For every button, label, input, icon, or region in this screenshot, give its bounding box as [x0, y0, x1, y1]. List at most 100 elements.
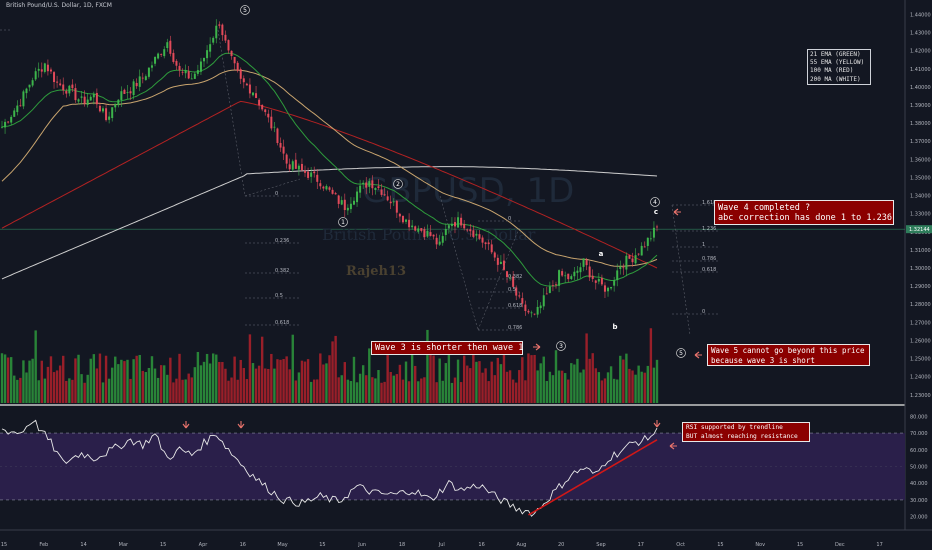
- volume-bar: [303, 361, 307, 403]
- volume-bar: [417, 381, 420, 403]
- volume-bar: [264, 368, 267, 403]
- volume-bar: [496, 357, 500, 403]
- candle-body: [178, 65, 181, 71]
- volume-bar: [37, 380, 40, 403]
- candle-body: [610, 286, 613, 289]
- price-tick-label: 1.34000: [910, 194, 931, 200]
- volume-bar: [221, 362, 224, 403]
- candle-body: [199, 61, 202, 72]
- time-tick-label: May: [277, 542, 287, 548]
- volume-bar: [622, 359, 625, 403]
- volume-bar: [319, 353, 322, 403]
- volume-bar: [377, 370, 380, 403]
- candle-body: [591, 275, 594, 279]
- candle-body: [74, 88, 77, 101]
- fib-connector: [244, 178, 301, 197]
- volume-bar: [156, 377, 160, 403]
- volume-bar: [16, 379, 19, 403]
- candle-body: [561, 271, 564, 276]
- volume-bar: [138, 354, 141, 403]
- volume-bar: [649, 328, 653, 403]
- candle-body: [487, 242, 490, 245]
- arrow-icon: [673, 208, 681, 216]
- volume-bar: [365, 375, 368, 403]
- candle-body: [579, 267, 582, 273]
- wave-label: 5: [679, 350, 683, 357]
- candle-body: [389, 201, 392, 204]
- rsi-line: [1, 419, 658, 517]
- volume-bar: [218, 361, 221, 403]
- volume-bar: [371, 377, 374, 403]
- candle-body: [147, 67, 150, 77]
- volume-bar: [208, 363, 212, 403]
- volume-bar: [184, 379, 187, 403]
- candle-body: [426, 230, 429, 237]
- volume-bar: [199, 365, 203, 403]
- candle-body: [105, 108, 108, 121]
- volume-bar: [472, 352, 475, 403]
- price-tick-label: 1.29000: [910, 284, 931, 290]
- candle-body: [135, 82, 138, 87]
- volume-bar: [144, 372, 148, 403]
- candle-body: [37, 68, 40, 71]
- candle-body: [429, 232, 432, 236]
- volume-bar: [475, 361, 478, 403]
- volume-bar: [279, 359, 282, 403]
- candle-body: [352, 200, 355, 205]
- volume-bar: [276, 359, 279, 403]
- wave4-note-line2: abc correction has done 1 to 1.236: [718, 213, 892, 223]
- volume-bar: [600, 380, 604, 403]
- volume-bar: [337, 377, 340, 403]
- candle-body: [288, 164, 291, 170]
- volume-bar: [117, 364, 120, 403]
- volume-bar: [490, 361, 493, 403]
- volume-bar: [230, 377, 233, 403]
- volume-bar: [423, 377, 426, 403]
- price-tick-label: 1.24000: [910, 375, 931, 381]
- axes: 1.44000 1.43000 1.42000 1.41000 1.40000 1.390…: [1, 12, 932, 548]
- candle-body: [68, 85, 71, 94]
- candle-body: [417, 228, 420, 232]
- candle-body: [267, 113, 270, 118]
- candle-body: [242, 78, 245, 83]
- moving-averages: [1, 52, 658, 287]
- fib-right-label: 1: [702, 242, 705, 248]
- time-tick-label: Oct: [676, 542, 685, 548]
- volume-bar: [163, 365, 166, 403]
- volume-bar: [193, 367, 197, 403]
- candle-body: [380, 189, 383, 195]
- volume-bar: [634, 374, 637, 403]
- candle-body: [160, 54, 163, 55]
- candle-body: [10, 116, 13, 123]
- candle-body: [150, 65, 153, 68]
- candle-body: [597, 278, 600, 282]
- volume-bar: [95, 368, 99, 403]
- volume-bar: [300, 360, 304, 403]
- candle-body: [71, 84, 74, 89]
- volume-bar: [65, 380, 68, 403]
- volume-bar: [175, 378, 178, 403]
- time-tick-label: 15: [1, 542, 7, 548]
- candle-body: [435, 237, 438, 245]
- volume-bar: [508, 370, 512, 403]
- candle-body: [227, 40, 230, 51]
- volume-bar: [306, 359, 310, 403]
- candle-body: [282, 146, 285, 154]
- candle-body: [138, 76, 141, 87]
- wave-label: 3: [559, 343, 563, 350]
- wave-circle: [676, 348, 686, 358]
- candle-body: [607, 287, 610, 292]
- candle-body: [331, 189, 334, 194]
- candle-body: [13, 110, 16, 117]
- time-tick-label: 15: [319, 542, 325, 548]
- volume-bar: [533, 354, 536, 403]
- candle-body: [304, 170, 307, 173]
- candle-body: [166, 42, 169, 49]
- volume-bar: [322, 364, 325, 403]
- volume-bar: [484, 368, 487, 403]
- fib-mid-label: 0.5: [508, 287, 516, 293]
- candle-body: [628, 255, 631, 259]
- candle-body: [46, 64, 49, 72]
- candle-body: [463, 224, 466, 229]
